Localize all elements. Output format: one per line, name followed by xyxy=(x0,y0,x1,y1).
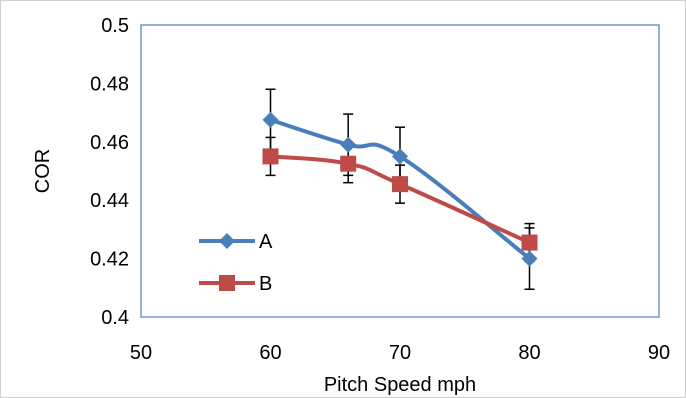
data-point-B xyxy=(340,155,357,172)
series-markers xyxy=(262,111,538,267)
series-lines xyxy=(268,117,532,261)
data-point-A xyxy=(340,136,357,153)
y-tick-label: 0.44 xyxy=(90,190,129,212)
legend: AB xyxy=(199,231,273,295)
y-tick-label: 0.4 xyxy=(101,307,129,329)
series-line-B xyxy=(268,154,532,245)
y-tick-label: 0.48 xyxy=(90,73,129,95)
x-tick-label: 80 xyxy=(518,342,540,364)
legend-item-A: A xyxy=(199,231,273,253)
data-point-B xyxy=(521,234,538,251)
legend-label: B xyxy=(259,273,272,295)
legend-marker-B xyxy=(219,275,235,291)
x-tick-labels: 50 60 70 80 90 xyxy=(130,342,670,364)
data-point-B xyxy=(392,176,408,193)
x-axis-title: Pitch Speed mph xyxy=(324,374,476,396)
y-tick-labels: 0.4 0.42 0.44 0.46 0.48 0.5 xyxy=(90,15,129,329)
x-tick-label: 50 xyxy=(130,342,152,364)
legend-marker-A xyxy=(219,233,235,249)
y-tick-label: 0.5 xyxy=(101,15,129,37)
data-point-A xyxy=(392,148,408,165)
legend-label: A xyxy=(259,231,273,253)
y-axis-title: COR xyxy=(32,149,54,193)
data-point-A xyxy=(521,250,538,267)
y-tick-label: 0.46 xyxy=(90,132,129,154)
data-point-A xyxy=(262,111,279,128)
x-tick-label: 70 xyxy=(389,342,411,364)
x-tick-label: 60 xyxy=(259,342,281,364)
x-tick-label: 90 xyxy=(648,342,670,364)
series-line-A xyxy=(268,117,532,261)
y-tick-label: 0.42 xyxy=(90,249,129,271)
data-point-B xyxy=(262,148,279,165)
legend-item-B: B xyxy=(199,273,272,295)
